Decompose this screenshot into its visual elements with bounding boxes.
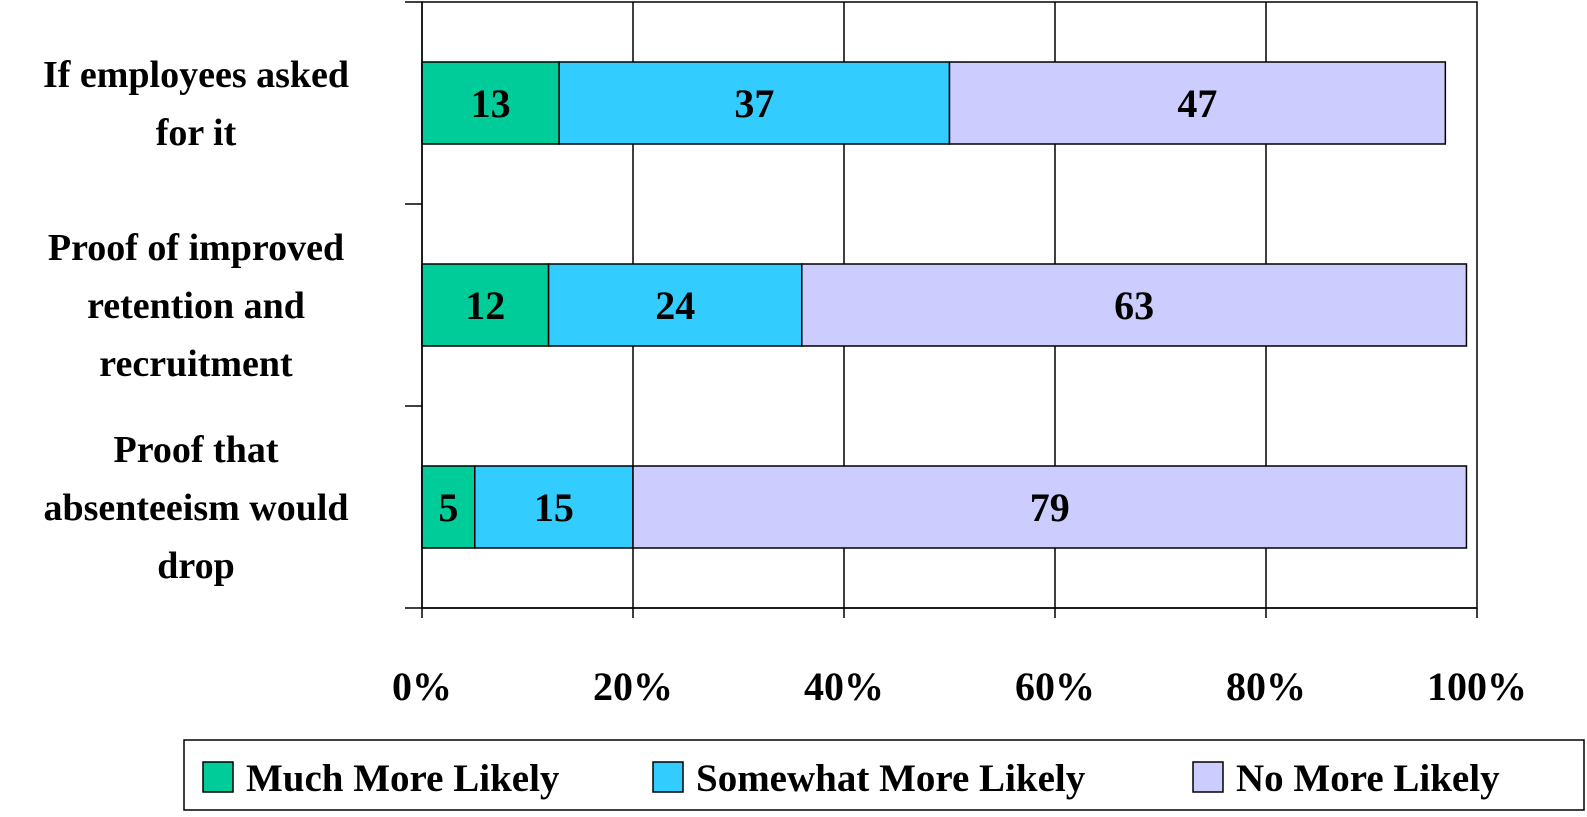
bar-segment <box>474 465 634 549</box>
category-label: If employees asked for it <box>43 54 349 154</box>
x-tick-label: 100% <box>1427 664 1527 709</box>
legend-label: Much More Likely <box>246 757 560 800</box>
legend-swatch <box>202 761 234 793</box>
axes <box>405 1 1478 618</box>
category-labels: If employees asked for it Proof of improve… <box>43 54 349 587</box>
data-label: 15 <box>534 485 574 530</box>
data-label: 37 <box>734 81 774 126</box>
x-tick-label: 60% <box>1015 664 1095 709</box>
x-tick-label: 0% <box>392 664 452 709</box>
x-tick-label: 20% <box>593 664 673 709</box>
bar-segment <box>558 61 951 145</box>
legend-label: No More Likely <box>1236 757 1500 800</box>
data-label: 63 <box>1114 283 1154 328</box>
data-label: 47 <box>1177 81 1217 126</box>
legend: Much More Likely Somewhat More Likely No M… <box>183 739 1585 811</box>
data-labels: 13 37 47 12 24 63 5 15 79 <box>438 81 1217 530</box>
data-label: 24 <box>655 283 695 328</box>
legend-swatch <box>1192 761 1224 793</box>
x-tick-label: 40% <box>804 664 884 709</box>
bar-segment <box>547 263 803 347</box>
bar-segment <box>948 61 1447 145</box>
data-label: 13 <box>471 81 511 126</box>
legend-label: Somewhat More Likely <box>696 757 1086 800</box>
bar-segment <box>801 263 1468 347</box>
x-tick-label: 80% <box>1226 664 1306 709</box>
bar-segment <box>632 465 1468 549</box>
category-label: Proof of improved retention and recruitmen… <box>48 227 344 385</box>
data-label: 12 <box>465 283 505 328</box>
data-label: 79 <box>1030 485 1070 530</box>
data-label: 5 <box>438 485 458 530</box>
bar-segment <box>421 61 560 145</box>
bar-segments <box>421 61 1468 549</box>
legend-box <box>183 739 1585 811</box>
legend-swatch <box>652 761 684 793</box>
category-label: Proof that absenteeism would drop <box>43 429 348 587</box>
x-tick-labels: 0% 20% 40% 60% 80% 100% <box>392 664 1527 709</box>
